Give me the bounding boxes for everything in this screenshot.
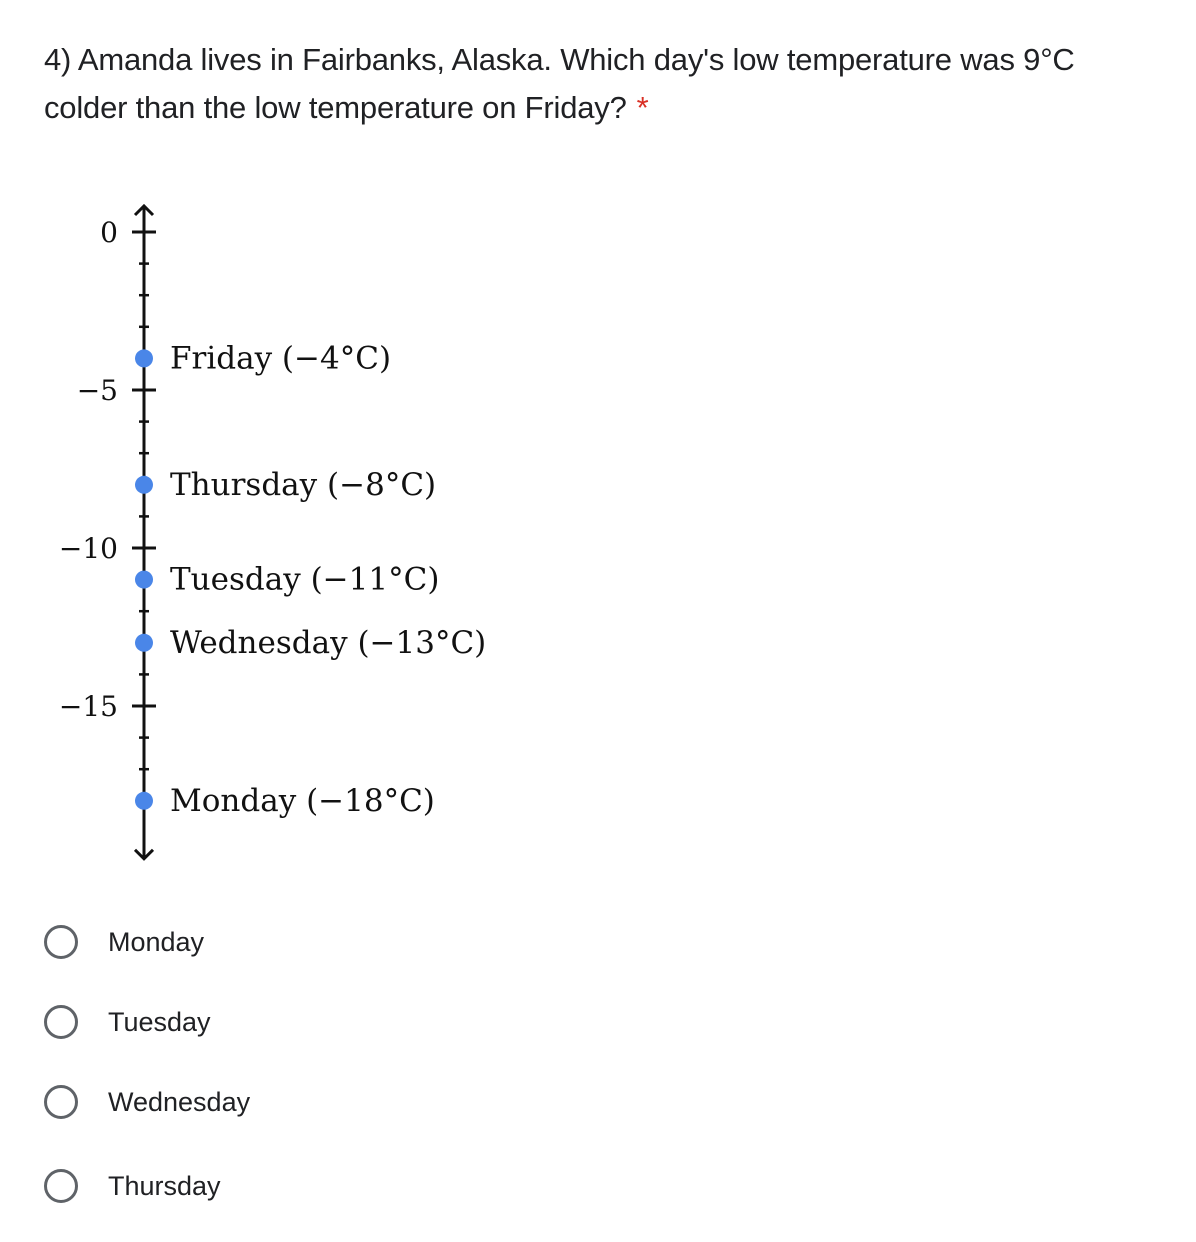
temperature-point: [135, 570, 153, 589]
tick-label: −10: [59, 532, 118, 565]
axis-arrow-up: [133, 203, 155, 217]
point-label: Monday (−18°C): [170, 783, 435, 819]
radio-button[interactable]: [44, 925, 78, 959]
temperature-point: [135, 349, 153, 368]
option-wednesday[interactable]: Wednesday: [44, 1080, 444, 1124]
point-label: Wednesday (−13°C): [170, 625, 486, 661]
point-label: Friday (−4°C): [170, 340, 391, 376]
question-text: 4) Amanda lives in Fairbanks, Alaska. Wh…: [44, 42, 1075, 125]
option-label: Thursday: [108, 1170, 221, 1201]
temperature-point: [135, 791, 153, 810]
required-asterisk: *: [636, 90, 649, 125]
radio-button[interactable]: [44, 1005, 78, 1039]
number-line-chart: 0 −5 −10 −15 Friday (−4°C) Thursday (−8°C) Tue…: [59, 203, 486, 861]
temperature-point: [135, 633, 153, 652]
tick-label: −15: [59, 690, 118, 723]
radio-button[interactable]: [44, 1169, 78, 1203]
option-label: Tuesday: [108, 1006, 211, 1037]
temperature-point: [135, 475, 153, 494]
axis-arrow-down: [133, 848, 155, 861]
option-thursday[interactable]: Thursday: [44, 1164, 444, 1208]
question-title: 4) Amanda lives in Fairbanks, Alaska. Wh…: [44, 36, 1154, 132]
radio-button[interactable]: [44, 1085, 78, 1119]
tick-label: −5: [77, 374, 118, 407]
point-label: Thursday (−8°C): [170, 467, 436, 503]
option-tuesday[interactable]: Tuesday: [44, 1000, 444, 1044]
option-label: Monday: [108, 926, 205, 957]
option-label: Wednesday: [108, 1086, 251, 1117]
point-label: Tuesday (−11°C): [170, 562, 439, 598]
number-line-figure: 0 −5 −10 −15 Friday (−4°C) Thursday (−8°C) Tue…: [0, 190, 520, 880]
option-monday[interactable]: Monday: [44, 920, 444, 964]
tick-label: 0: [100, 216, 118, 249]
